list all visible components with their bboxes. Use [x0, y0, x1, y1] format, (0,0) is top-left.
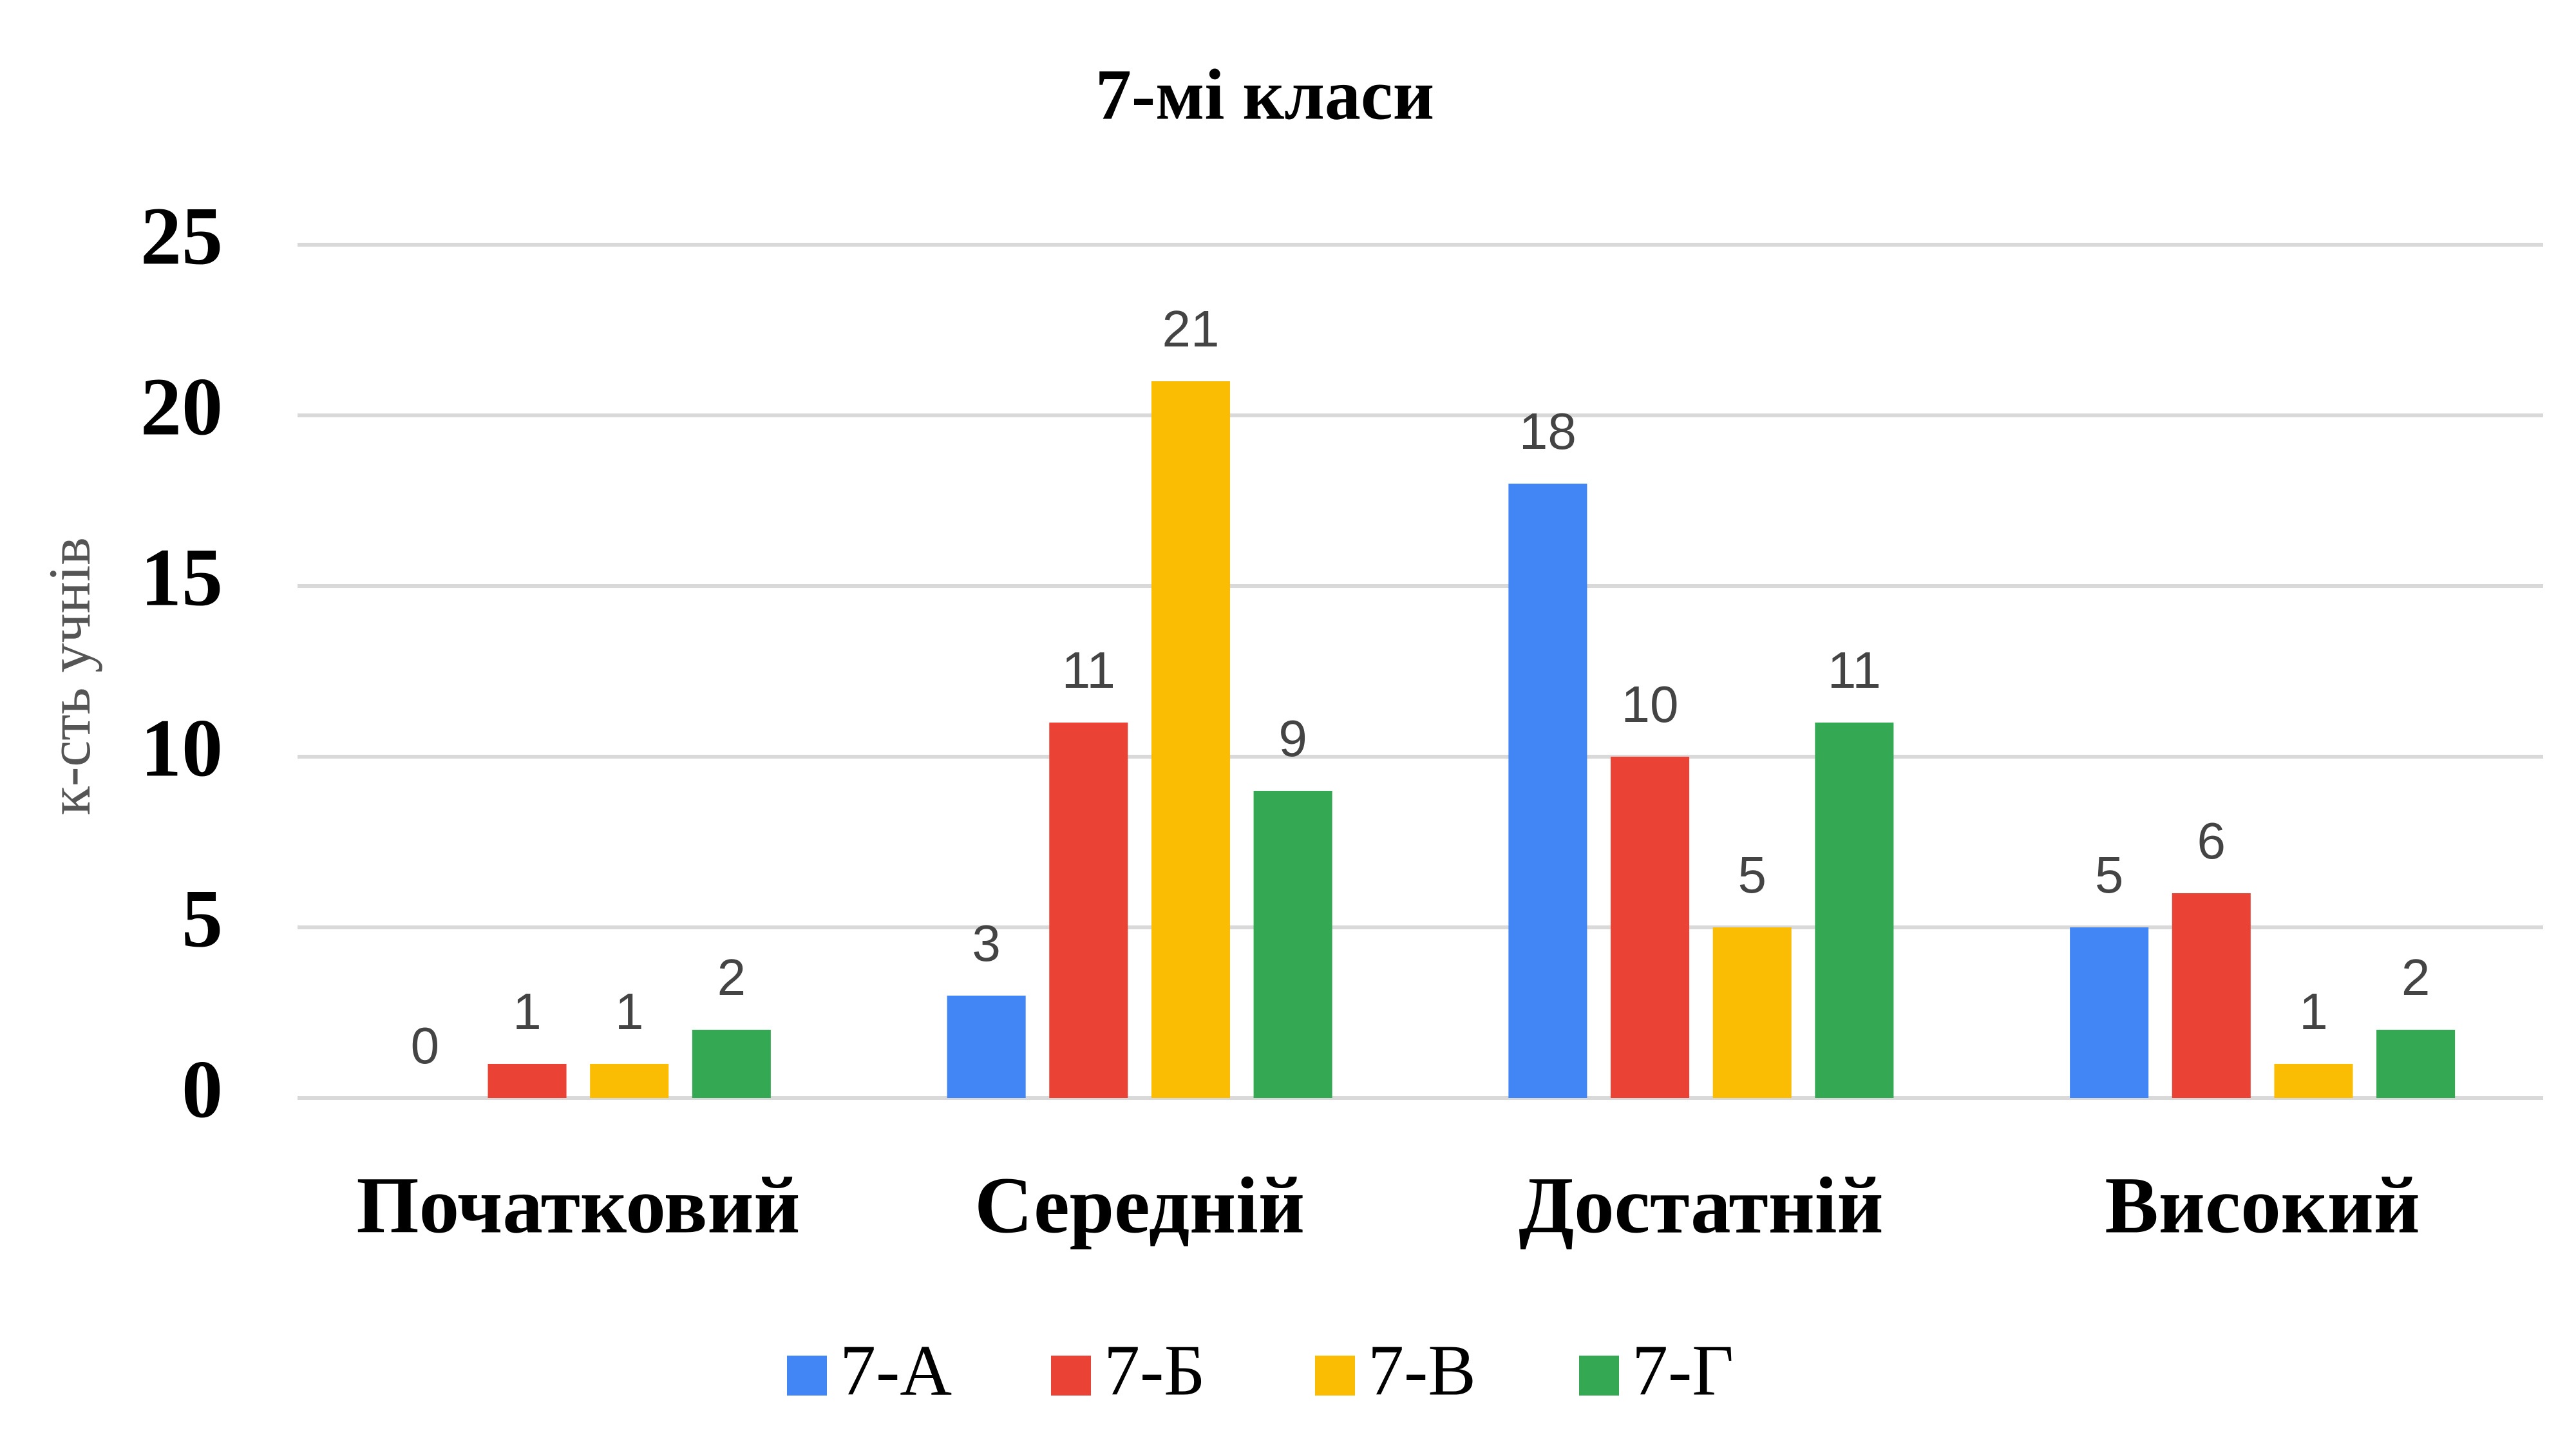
- bar: [2274, 1064, 2353, 1098]
- value-label: 2: [717, 949, 746, 1006]
- bar: [488, 1064, 567, 1098]
- value-label: 18: [1519, 402, 1577, 460]
- y-tick-label: 25: [140, 190, 223, 281]
- bar: [947, 996, 1026, 1098]
- value-label: 10: [1622, 676, 1679, 733]
- bar: [1611, 757, 1690, 1098]
- value-label: 1: [2299, 983, 2328, 1040]
- bar: [590, 1064, 669, 1098]
- value-label: 1: [615, 983, 644, 1040]
- value-label: 21: [1162, 300, 1219, 357]
- x-tick-label: Середній: [974, 1162, 1305, 1251]
- value-label: 5: [1738, 846, 1766, 904]
- legend-swatch: [787, 1356, 827, 1396]
- bar: [1253, 791, 1332, 1098]
- y-tick-label: 20: [140, 361, 223, 452]
- value-label: 11: [1062, 641, 1115, 699]
- x-tick-label: Високий: [2105, 1162, 2420, 1251]
- bar: [2376, 1030, 2456, 1098]
- x-tick-label: Початковий: [356, 1162, 800, 1251]
- legend-swatch: [1579, 1356, 1619, 1396]
- chart-title: 7-мі класи: [1095, 55, 1434, 135]
- bar: [1151, 381, 1230, 1098]
- bar: [1815, 723, 1894, 1098]
- bar: [2172, 893, 2251, 1098]
- value-label: 3: [972, 914, 1001, 972]
- y-axis-label: к-сть учнів: [37, 537, 102, 815]
- bar: [1712, 927, 1792, 1098]
- y-tick-label: 0: [182, 1043, 223, 1135]
- legend-swatch: [1315, 1356, 1355, 1396]
- value-label: 9: [1278, 710, 1307, 767]
- value-label: 5: [2095, 846, 2124, 904]
- y-tick-label: 15: [140, 531, 223, 623]
- legend-label: 7-Г: [1632, 1331, 1734, 1411]
- legend-swatch: [1051, 1356, 1091, 1396]
- bar: [692, 1030, 771, 1098]
- value-label: 6: [2197, 812, 2226, 869]
- value-label: 1: [513, 983, 542, 1040]
- bar: [1508, 484, 1587, 1098]
- value-label: 2: [2401, 949, 2430, 1006]
- y-tick-label: 5: [182, 873, 223, 964]
- bar: [1049, 723, 1128, 1098]
- legend-label: 7-В: [1368, 1331, 1476, 1411]
- x-tick-label: Достатній: [1519, 1162, 1883, 1251]
- legend-label: 7-Б: [1104, 1331, 1206, 1411]
- y-tick-label: 10: [140, 702, 223, 793]
- value-label: 11: [1828, 641, 1881, 699]
- value-label: 0: [411, 1017, 440, 1074]
- bar: [2070, 927, 2149, 1098]
- legend-label: 7-А: [840, 1331, 952, 1411]
